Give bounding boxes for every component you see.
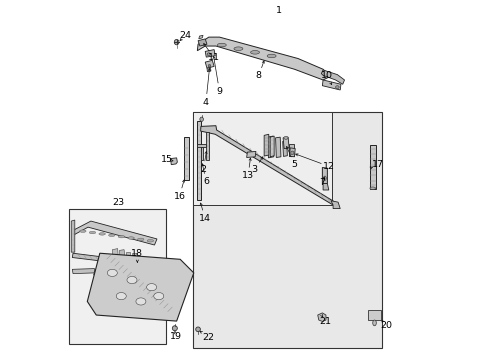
Polygon shape	[87, 253, 193, 321]
Text: 7: 7	[319, 178, 325, 187]
Polygon shape	[183, 137, 188, 180]
Polygon shape	[94, 271, 155, 280]
Text: 2: 2	[200, 165, 206, 174]
Ellipse shape	[89, 231, 96, 234]
Polygon shape	[198, 39, 206, 46]
Text: 15: 15	[160, 155, 172, 164]
Text: 5: 5	[291, 160, 297, 169]
Text: 18: 18	[131, 249, 143, 258]
Ellipse shape	[127, 276, 137, 284]
Text: 3: 3	[251, 165, 257, 174]
Bar	[192, 112, 381, 348]
Text: 17: 17	[371, 160, 383, 169]
Polygon shape	[275, 137, 281, 157]
Ellipse shape	[369, 187, 375, 189]
Text: 20: 20	[380, 321, 392, 330]
Polygon shape	[200, 147, 203, 160]
Polygon shape	[270, 136, 274, 157]
Ellipse shape	[108, 234, 115, 237]
Polygon shape	[132, 253, 136, 259]
Text: 14: 14	[199, 214, 211, 223]
Polygon shape	[267, 136, 273, 158]
Text: 22: 22	[202, 333, 214, 342]
Ellipse shape	[200, 117, 203, 121]
Ellipse shape	[153, 293, 163, 300]
Text: 13: 13	[242, 171, 254, 180]
Ellipse shape	[174, 40, 179, 45]
Ellipse shape	[116, 293, 126, 300]
Ellipse shape	[137, 238, 143, 240]
Polygon shape	[200, 126, 333, 205]
Ellipse shape	[146, 284, 156, 291]
Ellipse shape	[195, 327, 200, 332]
Ellipse shape	[335, 86, 339, 89]
Polygon shape	[322, 167, 326, 184]
Text: 6: 6	[203, 177, 209, 186]
Ellipse shape	[233, 47, 243, 50]
Polygon shape	[289, 148, 295, 157]
Polygon shape	[246, 152, 255, 157]
Polygon shape	[369, 145, 375, 189]
Polygon shape	[197, 121, 201, 200]
Text: 19: 19	[169, 332, 182, 341]
Polygon shape	[197, 144, 206, 147]
Text: 11: 11	[208, 53, 220, 62]
Polygon shape	[205, 50, 215, 57]
Ellipse shape	[250, 50, 259, 54]
Ellipse shape	[217, 43, 226, 47]
Ellipse shape	[207, 53, 210, 56]
Ellipse shape	[372, 320, 376, 326]
Polygon shape	[322, 80, 340, 90]
Polygon shape	[206, 132, 209, 160]
Ellipse shape	[266, 54, 276, 58]
Polygon shape	[72, 253, 159, 268]
Bar	[69, 208, 165, 344]
Polygon shape	[205, 60, 214, 68]
Ellipse shape	[147, 239, 153, 242]
Text: 16: 16	[173, 192, 185, 201]
Text: 4: 4	[203, 98, 208, 107]
Polygon shape	[323, 184, 328, 190]
Polygon shape	[197, 37, 329, 80]
Ellipse shape	[80, 230, 86, 233]
Polygon shape	[170, 158, 177, 165]
Polygon shape	[288, 144, 293, 156]
Ellipse shape	[290, 151, 293, 155]
Ellipse shape	[118, 235, 124, 238]
Polygon shape	[317, 313, 325, 321]
Polygon shape	[264, 134, 268, 156]
Text: 10: 10	[321, 71, 333, 80]
Ellipse shape	[283, 136, 287, 139]
Text: 12: 12	[323, 162, 334, 171]
Text: 8: 8	[255, 71, 261, 80]
Ellipse shape	[208, 64, 210, 67]
Bar	[367, 310, 381, 320]
Text: 24: 24	[179, 31, 191, 40]
Ellipse shape	[127, 237, 134, 239]
Text: 21: 21	[319, 317, 331, 326]
Ellipse shape	[136, 298, 145, 305]
Polygon shape	[72, 221, 157, 245]
Ellipse shape	[172, 326, 177, 331]
Polygon shape	[283, 137, 288, 149]
Polygon shape	[321, 70, 344, 84]
Text: 9: 9	[216, 87, 222, 96]
Polygon shape	[112, 249, 118, 260]
Polygon shape	[125, 252, 130, 259]
Polygon shape	[72, 269, 95, 274]
Polygon shape	[71, 220, 75, 252]
Polygon shape	[119, 249, 124, 260]
Polygon shape	[282, 141, 287, 157]
Polygon shape	[198, 35, 203, 39]
Polygon shape	[330, 201, 340, 208]
Ellipse shape	[323, 176, 325, 180]
Text: 1: 1	[275, 6, 281, 15]
Ellipse shape	[99, 233, 105, 235]
Polygon shape	[206, 67, 210, 72]
Ellipse shape	[107, 269, 117, 276]
Text: 23: 23	[112, 198, 124, 207]
Bar	[192, 112, 331, 205]
